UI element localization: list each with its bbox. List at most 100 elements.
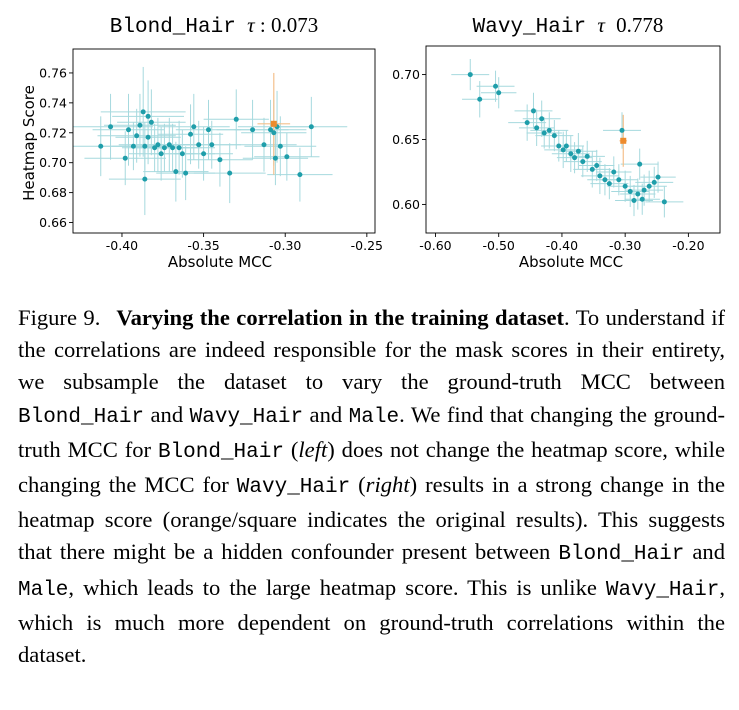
x-tick-label: -0.20 <box>672 238 704 253</box>
plot-frame <box>72 48 376 234</box>
data-point <box>635 191 641 197</box>
caption-label: Figure 9. <box>18 305 101 330</box>
data-point <box>155 142 161 148</box>
caption-text: and <box>684 539 725 565</box>
caption-code: Male <box>348 405 400 429</box>
y-tick-label: 0.70 <box>392 67 420 82</box>
data-point <box>126 127 132 133</box>
x-tick-label: -0.40 <box>546 238 578 253</box>
data-point <box>584 153 590 159</box>
data-point <box>166 142 172 148</box>
data-point <box>568 151 574 157</box>
data-point <box>641 187 647 193</box>
data-point <box>308 124 314 130</box>
caption-text: , which leads to the large heatmap score… <box>68 574 606 600</box>
caption-text: . To understand if the correlations are … <box>18 305 725 395</box>
y-axis-label: Heatmap Score <box>20 85 38 201</box>
data-point <box>148 119 154 125</box>
data-point <box>616 177 622 183</box>
data-point <box>572 155 578 161</box>
caption-text: . We find that changing the ground-truth… <box>18 401 726 462</box>
data-point <box>183 170 189 176</box>
y-tick-label: 0.60 <box>392 197 420 212</box>
caption-code: Blond_Hair <box>18 405 145 429</box>
data-point <box>137 122 143 128</box>
plot-blond-hair: Blond_Hair τ : 0.073 Absolute MCC Heatma… <box>20 13 383 271</box>
data-point <box>530 108 536 114</box>
data-point <box>284 154 290 160</box>
x-tick-label: -0.30 <box>609 238 641 253</box>
caption-text: , which is much more dependent on ground… <box>18 574 725 668</box>
caption-text: ( <box>283 436 299 462</box>
data-point <box>205 127 211 133</box>
data-point <box>188 131 194 137</box>
figure-caption: Figure 9. Varying the correlation in the … <box>18 302 725 671</box>
data-point <box>597 173 603 179</box>
caption-italic: right <box>365 472 410 498</box>
data-point <box>217 157 223 163</box>
data-point <box>98 143 104 149</box>
data-point <box>496 90 502 96</box>
data-point <box>145 134 151 140</box>
data-point <box>142 176 148 182</box>
x-axis-label: Absolute MCC <box>168 253 272 271</box>
data-point <box>173 169 179 175</box>
y-tick-label: 0.66 <box>39 215 67 230</box>
plot-area <box>73 66 348 216</box>
data-point <box>201 151 207 157</box>
y-tick-label: 0.74 <box>39 95 67 110</box>
data-point <box>191 124 197 130</box>
data-point <box>580 159 586 165</box>
y-tick-label: 0.70 <box>39 155 67 170</box>
caption-text: and <box>303 401 349 427</box>
data-point <box>631 198 637 204</box>
y-tick-label: 0.76 <box>39 65 67 80</box>
original-result-marker <box>620 137 627 144</box>
data-point <box>277 143 283 149</box>
x-tick-label: -0.40 <box>106 238 138 253</box>
data-point <box>611 169 617 175</box>
data-point <box>619 127 625 133</box>
data-point <box>209 142 215 148</box>
x-tick-label: -0.50 <box>483 238 515 253</box>
data-point <box>158 151 164 157</box>
caption-code: Wavy_Hair <box>236 476 351 500</box>
caption-code: Blond_Hair <box>157 440 284 464</box>
y-tick-label: 0.72 <box>39 125 67 140</box>
plot-area <box>451 58 684 218</box>
data-point <box>134 133 140 139</box>
data-point <box>108 124 114 130</box>
data-point <box>170 145 176 151</box>
caption-text: and <box>144 401 190 427</box>
data-point <box>227 170 233 176</box>
data-point <box>637 161 643 167</box>
caption-text: ) results in a strong change in the heat… <box>18 472 725 565</box>
data-point <box>477 96 483 102</box>
original-result-marker <box>270 120 277 127</box>
data-point <box>556 143 562 149</box>
caption-text: ) does not change the heatmap score, whi… <box>18 436 725 498</box>
plot-title-blond-hair: Blond_Hair τ : 0.073 <box>110 13 318 39</box>
x-tick-label: -0.30 <box>269 238 301 253</box>
data-point <box>646 183 652 189</box>
caption-code: Blond_Hair <box>558 543 685 567</box>
caption-title: Varying the correlation in the training … <box>116 305 565 330</box>
data-point <box>161 145 167 151</box>
data-point <box>622 183 628 189</box>
plot-wavy-hair: Wavy_Hair τ 0.778 Absolute MCC -0.60 -0.5… <box>392 13 721 271</box>
data-point <box>539 116 545 122</box>
data-point <box>546 127 552 133</box>
data-point <box>541 130 547 136</box>
data-point <box>467 72 473 78</box>
data-point <box>534 125 540 131</box>
data-point <box>594 162 600 168</box>
y-tick-label: 0.65 <box>392 132 420 147</box>
figure: Blond_Hair τ : 0.073 Absolute MCC Heatma… <box>20 13 721 271</box>
caption-text: ( <box>350 472 366 498</box>
data-point <box>196 142 202 148</box>
data-point <box>661 199 667 205</box>
data-point <box>261 142 267 148</box>
plot-title-wavy-hair: Wavy_Hair τ 0.778 <box>473 13 664 39</box>
data-point <box>140 109 146 115</box>
data-point <box>639 196 645 202</box>
